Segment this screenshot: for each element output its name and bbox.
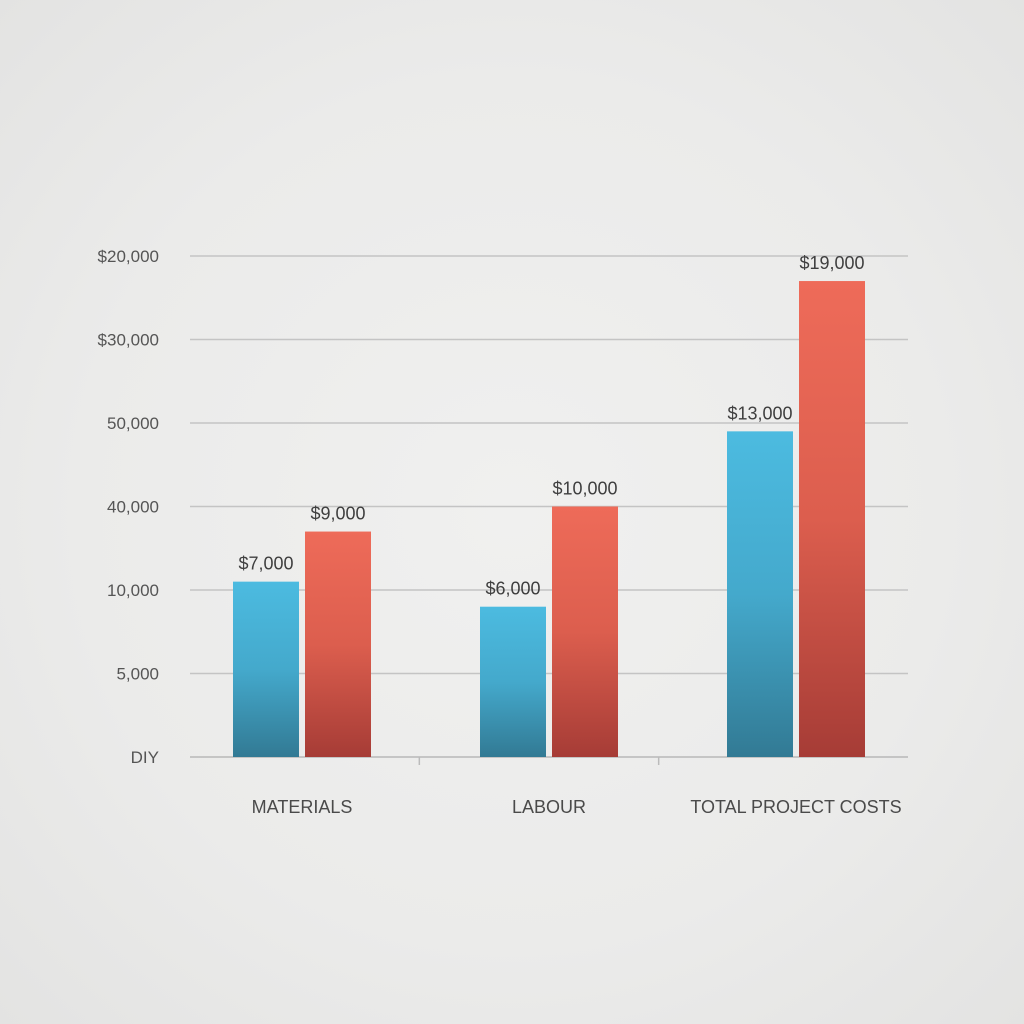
data-label: $6,000 (485, 579, 540, 599)
y-tick-label: $30,000 (98, 331, 159, 350)
bar (233, 581, 299, 757)
data-label: $19,000 (799, 253, 864, 273)
y-tick-label: $20,000 (98, 247, 159, 266)
data-label: $9,000 (310, 504, 365, 524)
bar (727, 431, 793, 757)
bar (305, 531, 371, 757)
category-label: TOTAL PROJECT COSTS (690, 797, 901, 817)
y-tick-label: 10,000 (107, 581, 159, 600)
y-tick-label: 50,000 (107, 414, 159, 433)
data-label: $7,000 (238, 554, 293, 574)
data-label: $10,000 (552, 479, 617, 499)
category-label: MATERIALS (252, 797, 353, 817)
category-label: LABOUR (512, 797, 586, 817)
bar (552, 506, 618, 757)
bar (799, 281, 865, 757)
y-tick-label: DIY (131, 748, 159, 767)
data-label: $13,000 (727, 403, 792, 423)
y-tick-label: 40,000 (107, 498, 159, 517)
y-tick-label: 5,000 (116, 665, 159, 684)
bar (480, 606, 546, 757)
